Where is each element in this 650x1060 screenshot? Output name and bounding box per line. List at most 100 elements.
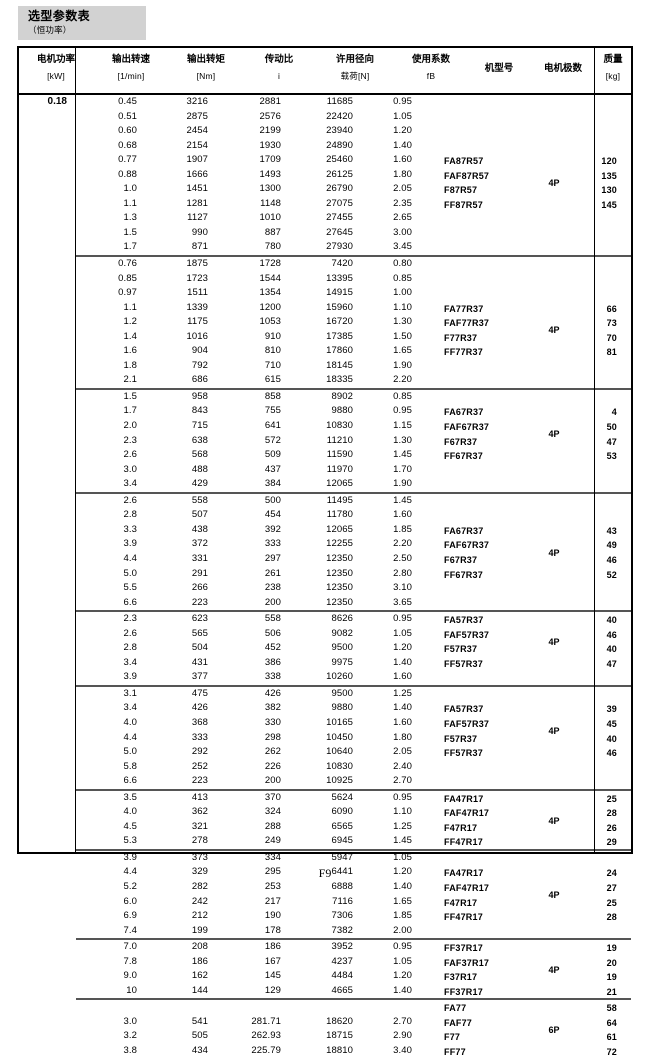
cell-service-factor: 1.65 [393, 895, 412, 907]
cell-gear-ratio: 452 [264, 642, 281, 654]
cell-mass: 25 [606, 793, 617, 804]
cell-gear-ratio: 370 [264, 791, 281, 803]
cell-radial-load: 12350 [326, 582, 353, 594]
column-header-label: 使用系数 [411, 54, 450, 65]
cell-radial-load: 18810 [326, 1045, 353, 1056]
cell-gear-ratio: 437 [264, 463, 281, 475]
cell-radial-load: 10450 [326, 731, 353, 743]
page-number: F9 [318, 866, 332, 880]
column-header-unit: fB [426, 71, 436, 81]
cell-service-factor: 1.60 [393, 154, 412, 166]
cell-service-factor: 1.05 [393, 110, 412, 122]
cell-mass: 72 [606, 1047, 617, 1057]
cell-output-torque: 475 [191, 687, 208, 699]
cell-model-number: FA87R57 [444, 156, 484, 167]
cell-mass: 28 [606, 808, 617, 819]
table-row: 1.5 990 887 27645 3.00 [76, 226, 631, 241]
cell-gear-ratio: 572 [264, 434, 281, 446]
cell-mass: 49 [606, 540, 617, 551]
cell-model-number: F47R17 [444, 822, 478, 833]
cell-service-factor: 1.85 [393, 910, 412, 922]
cell-output-torque: 282 [191, 880, 208, 892]
table-row: 3.9 373 334 5947 1.05 [76, 851, 631, 866]
table-row: 0.68 2154 1930 24890 1.40 [76, 139, 631, 154]
cell-service-factor: 1.60 [393, 716, 412, 728]
cell-mass: 52 [606, 569, 617, 580]
cell-output-torque: 686 [191, 374, 208, 386]
cell-service-factor: 3.45 [393, 241, 412, 253]
cell-motor-poles: 4P [548, 547, 560, 558]
cell-gear-ratio: 509 [264, 449, 281, 461]
cell-output-speed: 10 [126, 984, 137, 996]
cell-output-torque: 2875 [186, 110, 208, 122]
cell-output-torque: 144 [191, 984, 208, 996]
cell-service-factor: 1.45 [393, 494, 412, 506]
cell-output-torque: 958 [191, 390, 208, 402]
cell-service-factor: 1.45 [393, 449, 412, 461]
cell-service-factor: 0.95 [393, 96, 412, 107]
cell-model-number: FA57R37 [444, 615, 484, 626]
cell-model-number: FF47R17 [444, 837, 483, 848]
cell-output-speed: 1.7 [123, 241, 137, 253]
cell-output-torque: 199 [191, 924, 208, 936]
cell-radial-load: 25460 [326, 154, 353, 166]
cell-model-number: F37R17 [444, 972, 478, 983]
table-row: 0.76 1875 1728 7420 0.80 [76, 257, 631, 272]
cell-gear-ratio: 1354 [259, 287, 281, 299]
table-row: 0.60 2454 2199 23940 1.20 [76, 124, 631, 139]
cell-service-factor: 1.10 [393, 806, 412, 818]
cell-mass: 70 [606, 332, 617, 343]
table-row: 1.2 1175 1053 16720 1.30 [76, 315, 631, 330]
cell-model-number: FAF57R37 [444, 718, 490, 729]
table-row: 4.0 368 330 10165 1.60 [76, 716, 631, 731]
cell-service-factor: 2.35 [393, 197, 412, 209]
cell-output-torque: 413 [191, 791, 208, 803]
cell-service-factor: 1.15 [393, 420, 412, 432]
cell-output-speed: 1.5 [123, 390, 137, 402]
cell-radial-load: 9082 [331, 627, 353, 639]
cell-output-speed: 2.6 [123, 494, 137, 506]
cell-service-factor: 1.40 [393, 656, 412, 668]
cell-radial-load: 18715 [326, 1030, 353, 1042]
cell-radial-load: 4237 [331, 955, 353, 967]
cell-service-factor: 2.70 [393, 1015, 412, 1027]
cell-output-torque: 377 [191, 671, 208, 683]
cell-model-number: F47R17 [444, 897, 478, 908]
block-rows: 7.0 208 186 3952 0.95 7.8 186 167 4237 1.05 9.0 162… [76, 940, 631, 998]
table-row: 5.0 292 262 10640 2.05 [76, 745, 631, 760]
cell-output-speed: 6.9 [123, 910, 137, 922]
cell-service-factor: 1.90 [393, 478, 412, 490]
cell-output-speed: 0.88 [118, 168, 137, 180]
table-row: 0.97 1511 1354 14915 1.00 [76, 286, 631, 301]
cell-radial-load: 10830 [326, 420, 353, 432]
block-rows: 1.5 958 858 8902 0.85 1.7 843 755 9880 0.95 2.0 715… [76, 390, 631, 492]
cell-gear-ratio: 1010 [259, 212, 281, 224]
cell-mass: 46 [606, 748, 617, 759]
cell-mass: 40 [606, 615, 617, 626]
table-row: 4.0 362 324 6090 1.10 [76, 805, 631, 820]
cell-gear-ratio: 641 [264, 420, 281, 432]
cell-gear-ratio: 384 [264, 478, 281, 490]
cell-model-number: FA67R37 [444, 407, 484, 418]
cell-motor-poles: 4P [548, 964, 560, 975]
cell-output-torque: 843 [191, 405, 208, 417]
parameter-block: 7.0 208 186 3952 0.95 7.8 186 167 4237 1.05 9.0 162… [76, 940, 631, 1001]
cell-model-number: FF87R57 [444, 199, 483, 210]
cell-mass: 40 [606, 644, 617, 655]
block-rows: 3.9 373 334 5947 1.05 4.4 329 295 6441 1.20 5.2 282… [76, 851, 631, 938]
cell-output-torque: 1175 [187, 316, 208, 328]
cell-radial-load: 16720 [326, 316, 353, 328]
cell-output-speed: 3.9 [123, 851, 137, 863]
cell-gear-ratio: 810 [264, 345, 281, 357]
cell-radial-load: 7116 [332, 895, 353, 907]
cell-output-speed: 2.1 [123, 374, 137, 386]
cell-model-number: FAF87R57 [444, 170, 490, 181]
cell-service-factor: 1.45 [393, 835, 412, 847]
cell-output-speed: 1.7 [123, 405, 137, 417]
cell-output-torque: 504 [191, 642, 208, 654]
cell-mass: 45 [606, 718, 617, 729]
column-header-motor-power: 电机功率 [kW] [19, 48, 93, 95]
table-row: 2.3 638 572 11210 1.30 [76, 434, 631, 449]
cell-gear-ratio: 558 [264, 613, 281, 625]
table-row: 1.3 1127 1010 27455 2.65 [76, 211, 631, 226]
